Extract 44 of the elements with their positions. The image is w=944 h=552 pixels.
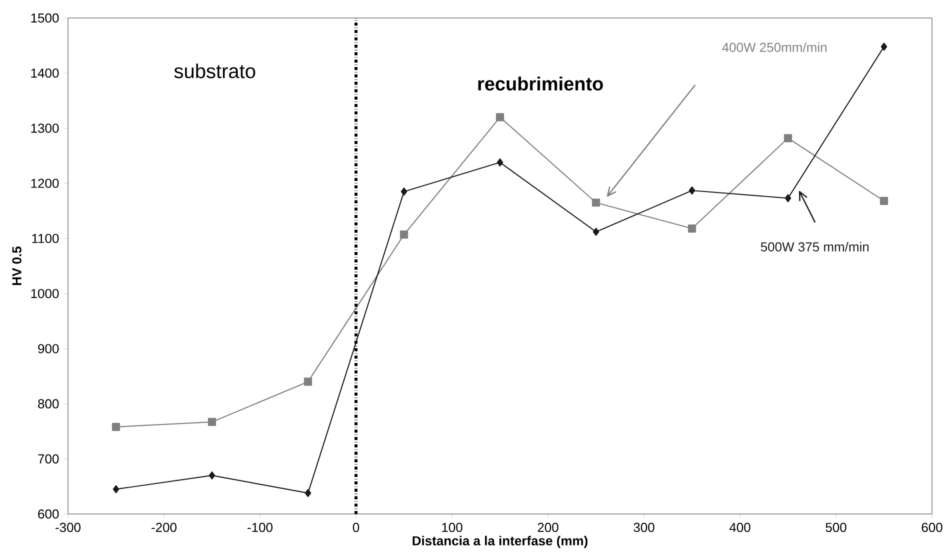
y-tick-label: 1400 [31,68,59,78]
point [208,418,216,426]
point [880,196,888,206]
x-tick-label: -200 [152,522,177,532]
y-tick-label: 1200 [31,178,59,188]
x-tick-label: 0 [352,522,360,532]
point [400,230,408,239]
y-tick-label: 700 [38,454,59,464]
y-tick-label: 800 [38,399,59,408]
point [784,134,792,142]
x-tick-label: -300 [56,522,81,532]
x-tick-label: 100 [442,522,462,532]
point [304,489,312,498]
point [496,158,504,166]
point [688,186,696,195]
x-tick-label: -100 [248,522,273,532]
point [304,378,312,386]
annotation: recubrimiento [478,76,603,91]
x-tick-label: 500 [826,522,846,532]
y-tick-label: 600 [38,509,59,519]
y-tick-label: 1300 [31,124,59,133]
annotation: substrato [174,64,256,78]
x-tick-label: 200 [538,522,558,532]
point [784,194,792,202]
y-tick-label: 900 [38,344,59,354]
point [688,224,696,233]
text: 400W 250mm/min [722,42,826,52]
point [112,485,120,494]
point [592,198,600,207]
point [496,113,504,122]
point [880,42,888,51]
x-tick-label: 400 [729,522,750,532]
point [208,471,216,480]
point [400,188,408,196]
y-tick-label: 1000 [31,288,59,298]
y-axis-title: HV 0.5 [12,246,22,286]
y-tick-label: 1500 [31,13,59,23]
x-tick-label: 600 [922,522,942,532]
point [112,422,120,431]
point [592,228,600,236]
y-tick-label: 1100 [32,234,59,244]
x-tick-label: 300 [634,522,654,532]
text: 500W 375 mm/min [760,242,869,252]
x-axis-title: Distancia a la interfase (mm) [412,536,588,548]
